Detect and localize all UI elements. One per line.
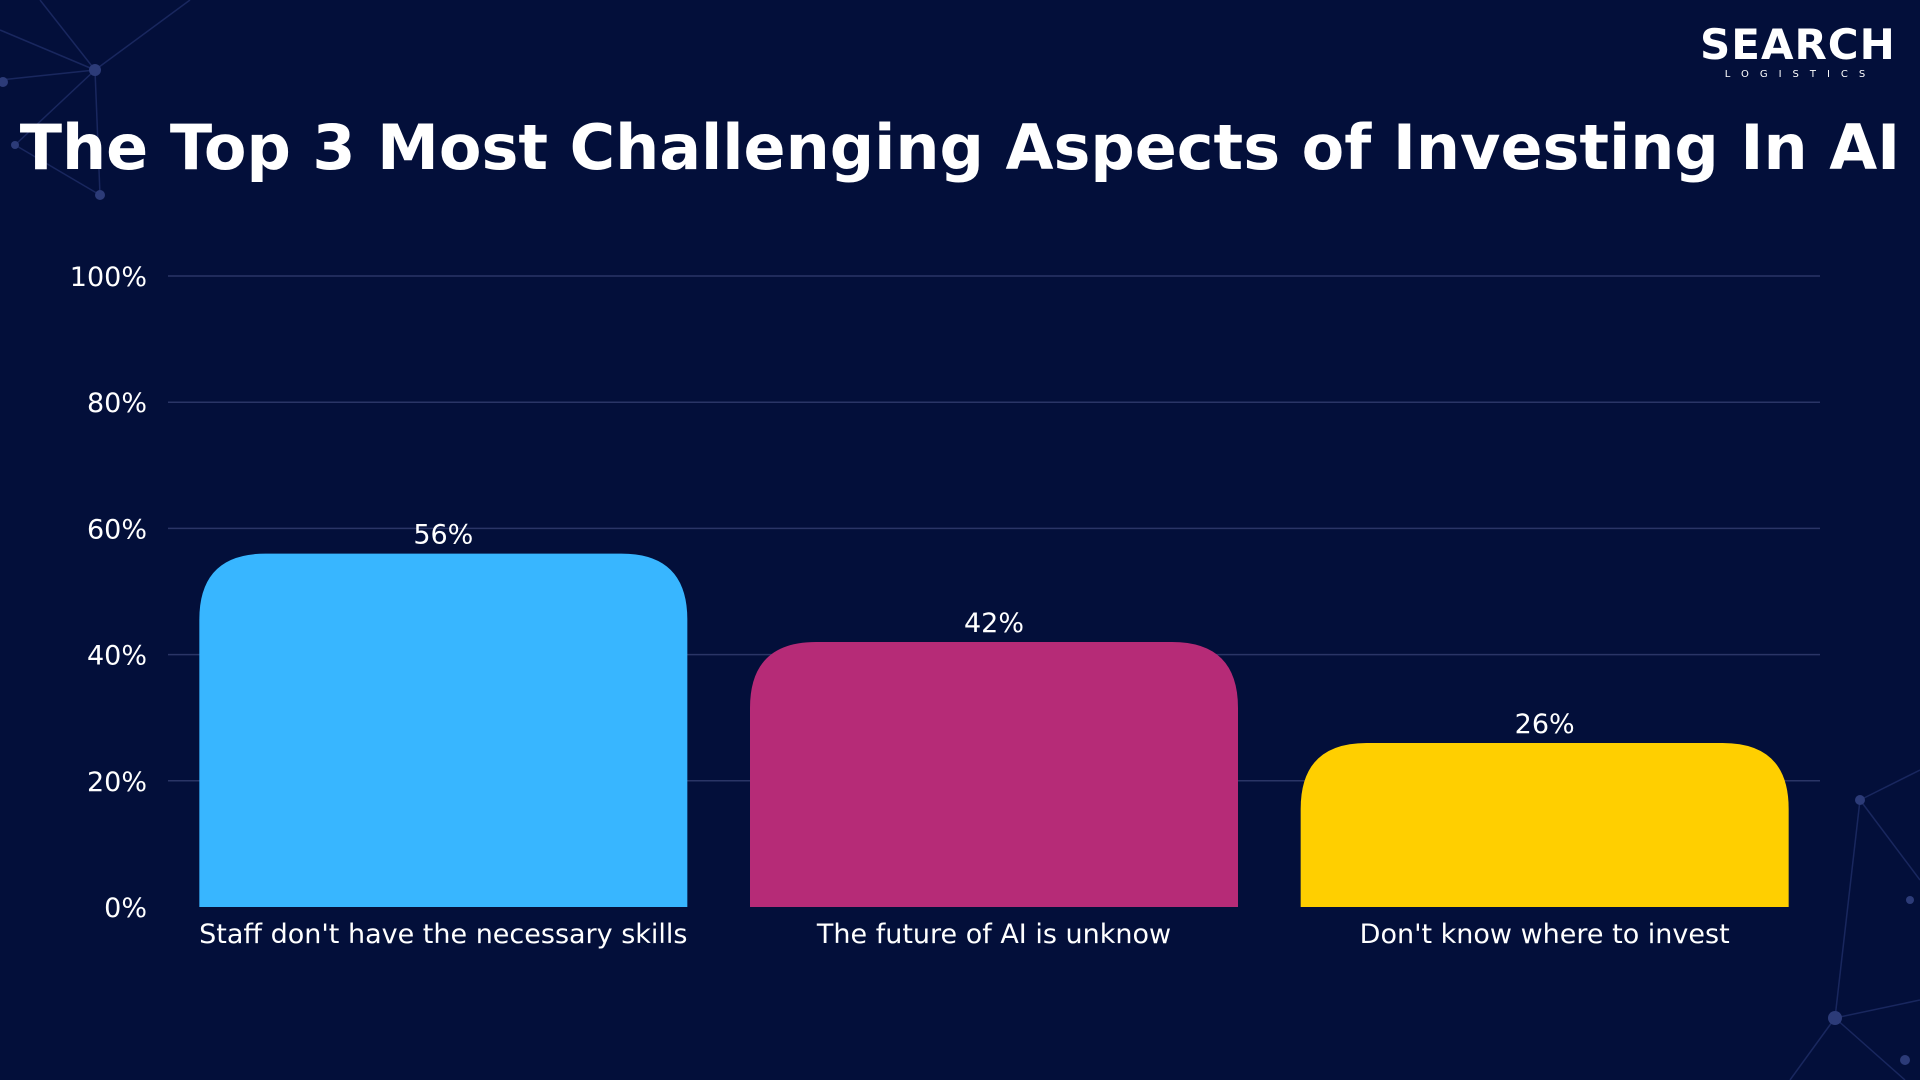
- brand-name: SEARCH: [1700, 20, 1896, 69]
- y-tick-label: 40%: [87, 641, 147, 672]
- y-axis-tick-labels: 0% 20% 40% 60% 80% 100%: [70, 262, 147, 924]
- bar-2: [750, 641, 1238, 907]
- x-tick-label: Staff don't have the necessary skills: [199, 919, 687, 950]
- bars: [199, 553, 1789, 907]
- data-labels: 56% 42% 26%: [413, 520, 1574, 740]
- chart-title: The Top 3 Most Challenging Aspects of In…: [19, 111, 1901, 184]
- y-tick-label: 100%: [70, 262, 147, 293]
- brand-tagline: LOGISTICS: [1724, 69, 1877, 80]
- data-label: 42%: [964, 608, 1024, 639]
- y-tick-label: 20%: [87, 767, 147, 798]
- y-tick-label: 0%: [104, 893, 147, 924]
- brand-logo: SEARCH LOGISTICS: [1700, 20, 1896, 81]
- y-tick-label: 60%: [87, 514, 147, 545]
- x-tick-label: Don't know where to invest: [1360, 919, 1730, 950]
- data-label: 56%: [413, 520, 473, 551]
- y-tick-label: 80%: [87, 388, 147, 419]
- bar-3: [1300, 742, 1789, 907]
- x-tick-label: The future of AI is unknow: [816, 919, 1171, 950]
- bar-1: [199, 553, 688, 907]
- x-axis-category-labels: Staff don't have the necessary skills The…: [199, 919, 1730, 950]
- data-label: 26%: [1515, 709, 1575, 740]
